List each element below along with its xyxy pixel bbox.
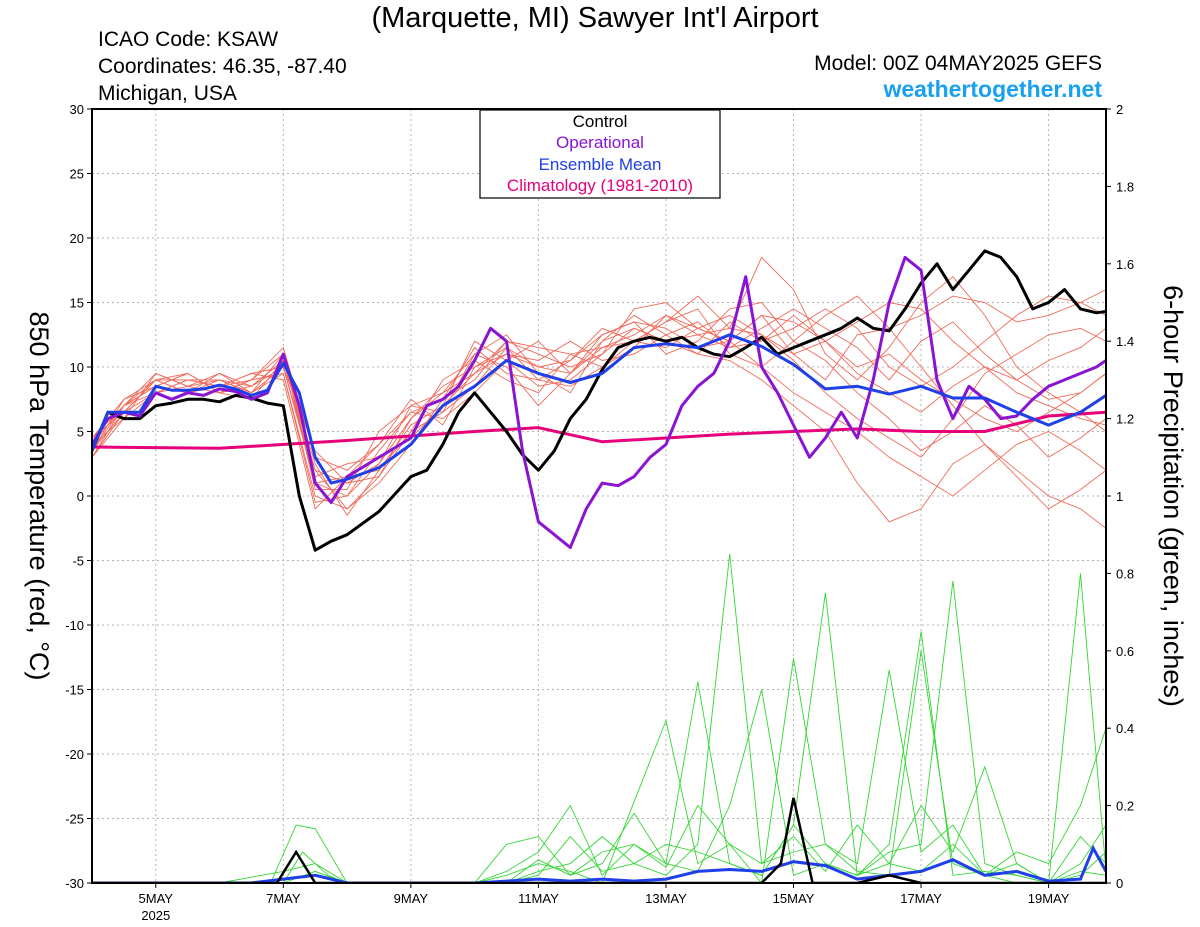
x-tick-label: 17MAY xyxy=(900,891,942,906)
legend-operational: Operational xyxy=(556,133,644,152)
control-line xyxy=(92,249,1106,552)
model-run: Model: 00Z 04MAY2025 GEFS xyxy=(814,52,1102,75)
x-axis: 5MAY 2025 7MAY 9MAY 11MAY 13MAY 15MAY 17MAY 19MA… xyxy=(139,883,1070,923)
left-tick-label: 5 xyxy=(77,425,84,440)
temperature-member-line xyxy=(92,295,1106,517)
climatology-line xyxy=(92,410,1106,450)
ensemble-mean-line xyxy=(92,333,1106,485)
left-tick-label: -25 xyxy=(65,812,84,827)
coordinates: Coordinates: 46.35, -87.40 xyxy=(98,55,347,78)
chart-title: (Marquette, MI) Sawyer Int'l Airport xyxy=(371,2,819,34)
right-tick-label: 0.6 xyxy=(1116,644,1134,659)
right-tick-label: 1.6 xyxy=(1116,257,1134,272)
left-tick-label: 15 xyxy=(70,296,84,311)
temperature-member-line xyxy=(92,308,1106,478)
left-tick-label: -5 xyxy=(72,554,84,569)
precip-ensemble-members xyxy=(92,553,1106,883)
x-tick-year: 2025 xyxy=(141,908,170,923)
x-tick-label: 7MAY xyxy=(266,891,301,906)
main-series xyxy=(92,249,1106,883)
x-tick-label: 9MAY xyxy=(394,891,429,906)
operational-line xyxy=(92,255,1106,550)
left-tick-label: -15 xyxy=(65,683,84,698)
precip-member-line xyxy=(92,765,1106,883)
right-y-axis: 0 0.2 0.4 0.6 0.8 1 1.2 1.4 1.6 1.8 2 xyxy=(1106,102,1134,891)
left-axis-title: 850 hPa Temperature (red, °C) xyxy=(24,312,54,681)
right-tick-label: 0 xyxy=(1116,876,1123,891)
right-tick-label: 0.2 xyxy=(1116,799,1134,814)
right-tick-label: 1 xyxy=(1116,489,1123,504)
left-tick-label: 10 xyxy=(70,360,84,375)
right-tick-label: 2 xyxy=(1116,102,1123,117)
precip-member-line xyxy=(92,553,1106,883)
right-tick-label: 0.8 xyxy=(1116,566,1134,581)
x-tick-label: 5MAY xyxy=(139,891,174,906)
temperature-member-line xyxy=(92,314,1106,523)
right-tick-label: 0.4 xyxy=(1116,721,1134,736)
right-tick-label: 1.4 xyxy=(1116,334,1134,349)
site-link[interactable]: weathertogether.net xyxy=(883,76,1102,102)
left-y-axis: -30 -25 -20 -15 -10 -5 0 5 10 15 20 25 30 xyxy=(65,102,92,891)
x-tick-label: 13MAY xyxy=(645,891,687,906)
x-tick-label: 19MAY xyxy=(1028,891,1070,906)
grid-lines xyxy=(92,108,1106,884)
left-tick-label: -30 xyxy=(65,876,84,891)
temperature-member-line xyxy=(92,314,1106,504)
x-tick-label: 15MAY xyxy=(773,891,815,906)
precip-member-line xyxy=(92,573,1106,883)
legend-climatology: Climatology (1981-2010) xyxy=(507,176,693,195)
left-tick-label: 0 xyxy=(77,489,84,504)
plot-frame xyxy=(91,108,1107,884)
left-tick-label: -20 xyxy=(65,747,84,762)
x-tick-label: 11MAY xyxy=(518,891,559,906)
legend: Control Operational Ensemble Mean Climat… xyxy=(479,109,721,199)
left-tick-label: 25 xyxy=(70,167,84,182)
left-tick-label: -10 xyxy=(65,618,84,633)
precip-member-line xyxy=(92,581,1106,883)
right-tick-label: 1.8 xyxy=(1116,179,1134,194)
precip-control-line xyxy=(92,797,1106,883)
legend-box xyxy=(479,109,721,199)
precip-member-line xyxy=(92,728,1106,883)
left-tick-label: 20 xyxy=(70,231,84,246)
right-axis-title: 6-hour Precipitation (green, inches) xyxy=(1158,285,1188,707)
region: Michigan, USA xyxy=(98,82,237,105)
temperature-member-line xyxy=(92,302,1106,510)
left-tick-label: 30 xyxy=(70,102,84,117)
precip-mean-line xyxy=(92,844,1106,883)
legend-ensemble-mean: Ensemble Mean xyxy=(539,155,662,174)
icao-code: ICAO Code: KSAW xyxy=(98,28,279,51)
legend-control: Control xyxy=(573,112,628,131)
right-tick-label: 1.2 xyxy=(1116,412,1134,427)
